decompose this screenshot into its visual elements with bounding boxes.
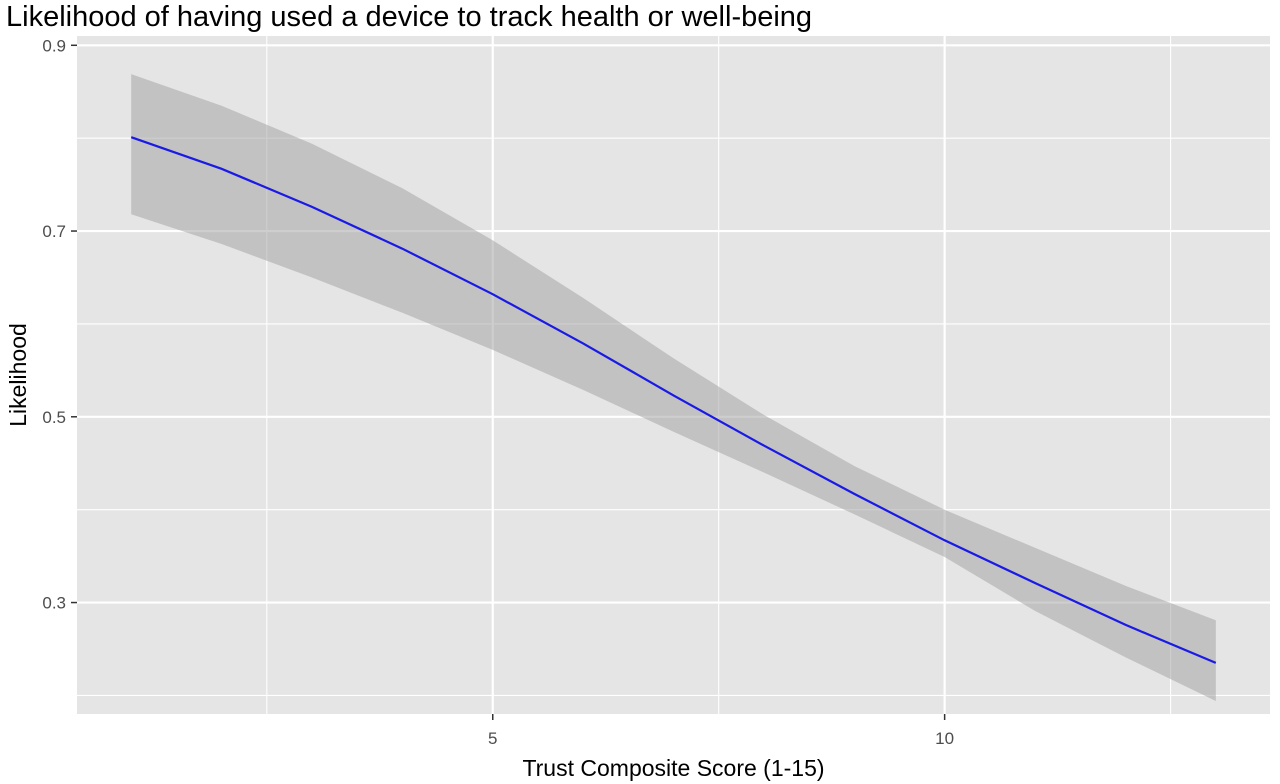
x-axis-title: Trust Composite Score (1-15) <box>522 755 824 781</box>
confidence-band <box>131 74 1216 702</box>
y-tick-label: 0.5 <box>42 408 66 427</box>
x-axis-ticks: 5 10 <box>488 714 954 748</box>
x-tick-label: 10 <box>935 729 954 748</box>
y-tick-label: 0.7 <box>42 222 66 241</box>
chart-title: Likelihood of having used a device to tr… <box>6 1 813 33</box>
x-tick-label: 5 <box>488 729 497 748</box>
y-axis-ticks: 0.3 0.5 0.7 0.9 <box>42 36 77 613</box>
y-axis-title: Likelihood <box>5 323 31 427</box>
y-tick-label: 0.3 <box>42 594 66 613</box>
y-tick-label: 0.9 <box>42 36 66 55</box>
series-line <box>130 136 1217 664</box>
